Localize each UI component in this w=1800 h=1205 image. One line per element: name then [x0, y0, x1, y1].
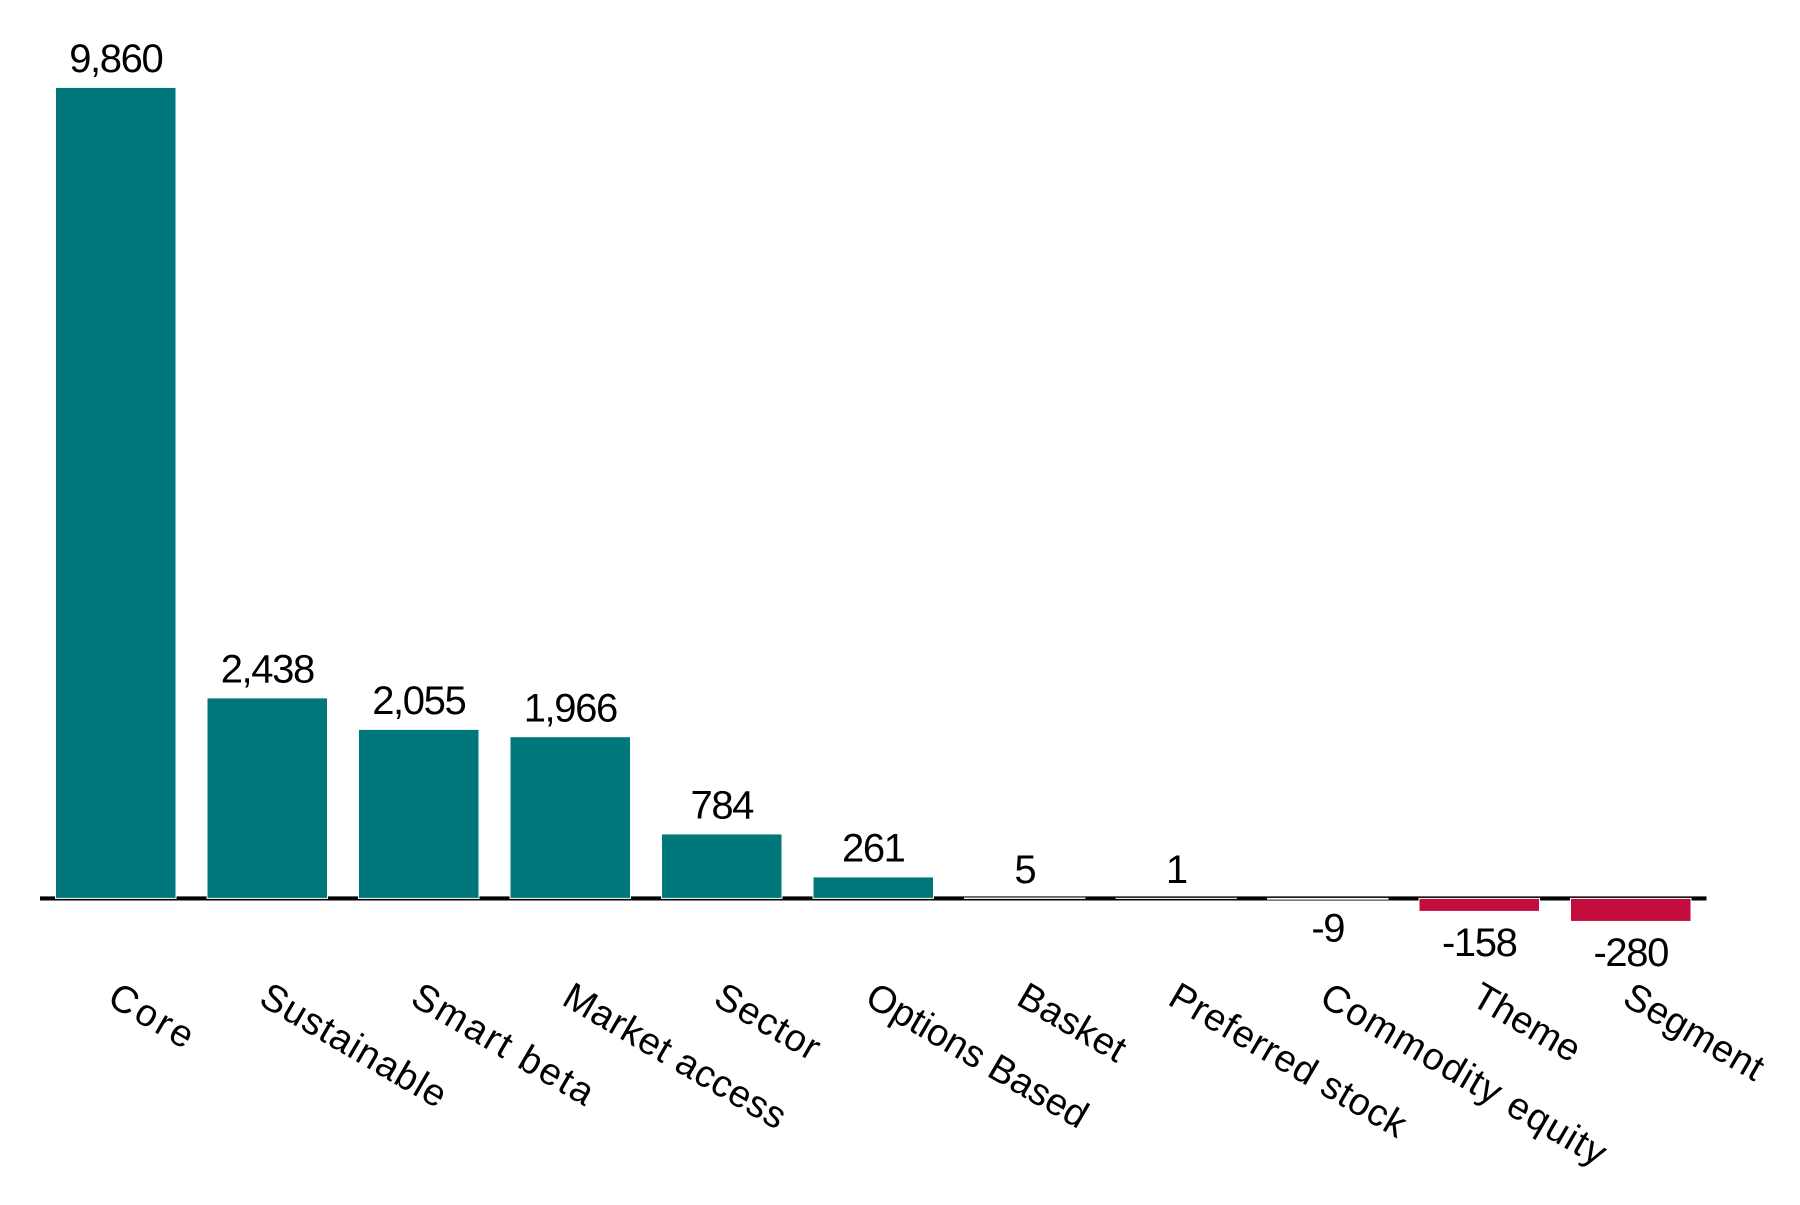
svg-text:2,055: 2,055: [372, 679, 465, 723]
svg-text:-158: -158: [1442, 921, 1517, 965]
svg-text:-9: -9: [1311, 907, 1344, 951]
svg-text:5: 5: [1014, 848, 1035, 892]
svg-text:-280: -280: [1594, 931, 1669, 975]
svg-text:1,966: 1,966: [524, 687, 617, 731]
svg-text:1: 1: [1166, 848, 1187, 892]
svg-text:784: 784: [690, 784, 754, 828]
svg-text:9,860: 9,860: [69, 37, 162, 81]
svg-text:2,438: 2,438: [221, 648, 314, 692]
svg-text:261: 261: [842, 827, 905, 871]
